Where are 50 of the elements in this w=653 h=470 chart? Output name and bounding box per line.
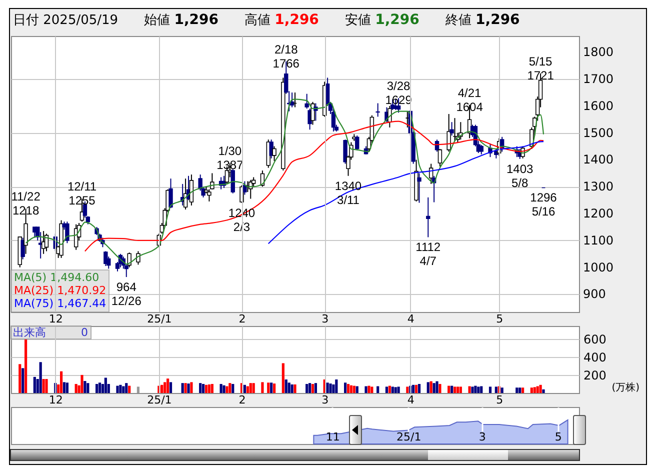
x-tick-label: 25/1	[147, 394, 172, 406]
y-tick-label: 1100	[583, 233, 614, 248]
y-axis-title: (万株)	[612, 382, 640, 394]
y-tick-label: 900	[583, 287, 606, 302]
annotation: 5/15 1721	[527, 54, 554, 82]
x-tick-label: 5	[496, 394, 504, 406]
text: MA(75) 1,467.44	[14, 297, 106, 310]
y-tick-label: 1500	[583, 126, 614, 140]
text: 安値 1,296	[344, 12, 420, 28]
x-tick-label: 4	[407, 394, 414, 406]
text: MA(5) 1,494.60	[14, 271, 100, 284]
annotation: 12/11 1255	[67, 180, 97, 208]
x-tick-label: 11	[326, 430, 340, 444]
y-tick-label: 1400	[583, 152, 614, 167]
chart-title: 出来高	[13, 326, 46, 339]
text: MA(25) 1,470.92	[14, 284, 106, 297]
x-tick-label: 3	[478, 430, 486, 444]
annotation: 1112 4/7	[416, 240, 441, 268]
annotation: 4/21 1604	[456, 86, 484, 114]
x-tick-label: 25/1	[147, 312, 172, 326]
y-tick-label: 1700	[583, 72, 614, 86]
y-tick-label: 600	[584, 332, 606, 346]
y-tick-label: 1600	[583, 98, 614, 113]
annotation: 1296 5/16	[530, 190, 558, 219]
annotation: 1340 3/11	[334, 178, 362, 207]
annotation: 1/30 1387	[216, 144, 244, 172]
text: 高値 1,296	[244, 12, 319, 28]
y-tick-label: 1300	[583, 180, 614, 194]
y-tick-label: 1800	[583, 45, 614, 60]
x-tick-label: 2	[238, 312, 246, 326]
x-tick-label: 3	[322, 312, 329, 326]
annotation: 1403 5/8	[506, 162, 534, 190]
x-tick-label: 2	[238, 394, 246, 406]
annotation: 0	[81, 326, 88, 339]
text: 始値 1,296	[144, 12, 218, 28]
x-tick-label: 5	[496, 312, 504, 326]
y-tick-label: 200	[584, 368, 606, 382]
chart-title: 日付 2025/05/19	[13, 13, 118, 28]
x-tick-label: 12	[48, 394, 63, 406]
annotation: 964 12/26	[111, 280, 142, 308]
x-tick-label: 5	[554, 430, 562, 444]
x-tick-label: 3	[322, 394, 329, 406]
x-tick-label: 25/1	[396, 430, 422, 444]
x-tick-label: 4	[407, 312, 414, 326]
y-tick-label: 1200	[583, 206, 614, 221]
x-tick-label: 12	[48, 312, 63, 326]
annotation: 2/18 1766	[272, 42, 300, 70]
y-tick-label: 400	[584, 350, 606, 364]
text: 終値 1,296	[445, 12, 520, 28]
y-tick-label: 1000	[583, 260, 614, 274]
